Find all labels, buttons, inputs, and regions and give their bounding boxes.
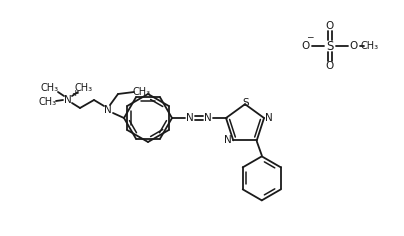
Text: S: S xyxy=(326,39,334,52)
Text: S: S xyxy=(243,98,249,108)
Text: O: O xyxy=(326,21,334,31)
Text: N: N xyxy=(104,105,112,115)
Text: N: N xyxy=(186,113,194,123)
Text: O: O xyxy=(302,41,310,51)
Text: +: + xyxy=(71,88,79,97)
Text: N: N xyxy=(64,95,72,105)
Text: CH₃: CH₃ xyxy=(41,83,59,93)
Text: N: N xyxy=(224,135,232,145)
Text: O: O xyxy=(326,61,334,71)
Text: CH₃: CH₃ xyxy=(361,41,379,51)
Text: CH₃: CH₃ xyxy=(133,87,151,97)
Text: CH₃: CH₃ xyxy=(75,83,93,93)
Text: O: O xyxy=(350,41,358,51)
Text: N: N xyxy=(204,113,212,123)
Text: CH₃: CH₃ xyxy=(39,97,57,107)
Text: N: N xyxy=(265,113,273,123)
Text: −: − xyxy=(306,33,314,42)
